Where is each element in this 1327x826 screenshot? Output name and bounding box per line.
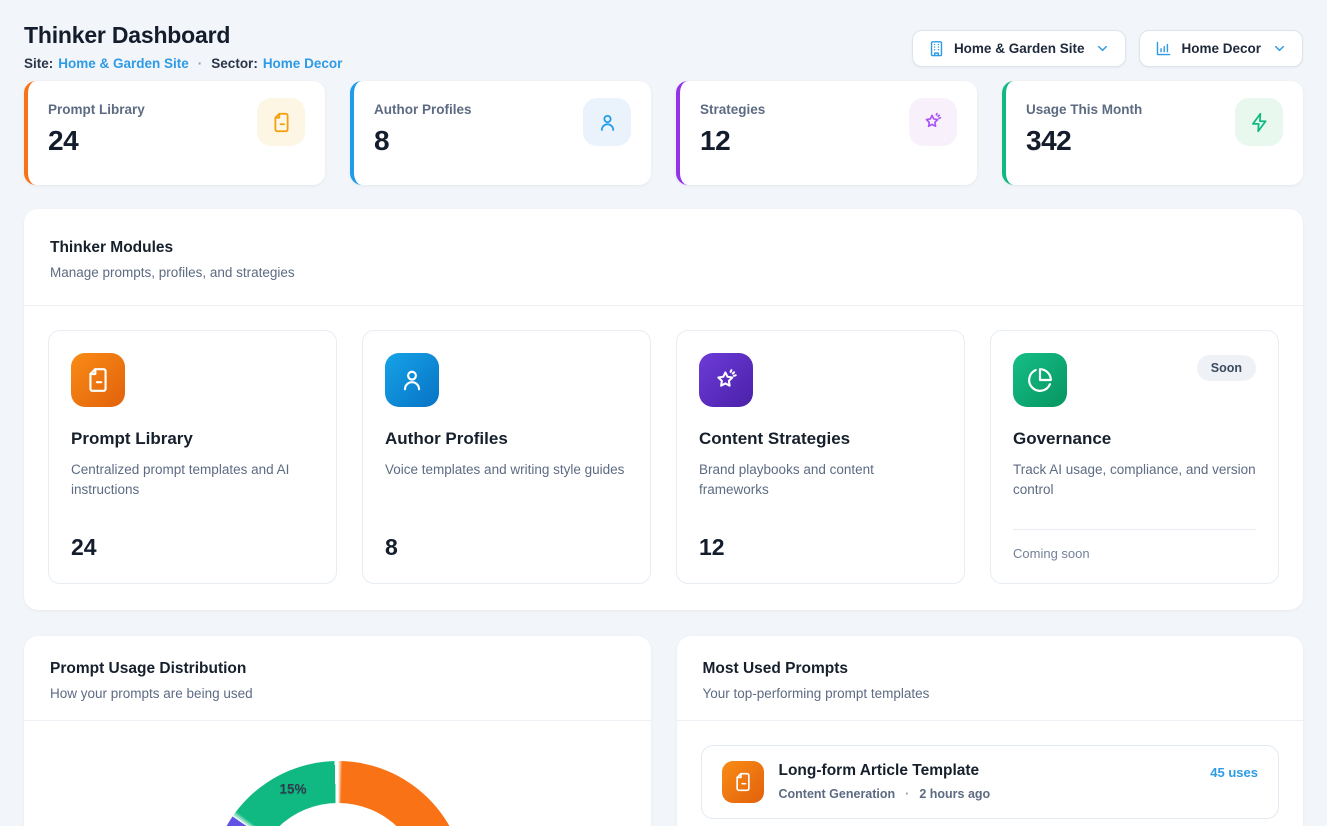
chevron-down-icon	[1095, 41, 1110, 56]
user-icon	[597, 112, 618, 133]
stat-label: Strategies	[700, 102, 765, 117]
stat-text: Prompt Library 24	[48, 98, 145, 157]
stat-icon-tile	[909, 98, 957, 146]
donut-hole	[252, 803, 424, 826]
donut-chart-area: 15%	[24, 721, 651, 826]
prompt-title: Long-form Article Template	[779, 762, 1196, 780]
breadcrumb: Site: Home & Garden Site · Sector: Home …	[24, 56, 342, 71]
soon-badge: Soon	[1197, 355, 1256, 381]
stat-label: Usage This Month	[1026, 102, 1142, 117]
file-text-icon	[85, 367, 111, 393]
module-footer: Coming soon	[1013, 529, 1256, 561]
sector-selector-dropdown[interactable]: Home Decor	[1139, 30, 1303, 67]
module-icon-tile	[71, 353, 125, 407]
header-actions: Home & Garden Site Home Decor	[912, 30, 1303, 67]
module-card-content-strategies[interactable]: Content Strategies Brand playbooks and c…	[676, 330, 965, 584]
sector-link[interactable]: Home Decor	[263, 56, 343, 71]
site-link[interactable]: Home & Garden Site	[58, 56, 189, 71]
module-description: Voice templates and writing style guides	[385, 460, 628, 480]
stats-row: Prompt Library 24 Author Profiles 8	[24, 81, 1303, 185]
panel-subtitle: How your prompts are being used	[50, 686, 625, 702]
module-description: Track AI usage, compliance, and version …	[1013, 460, 1256, 501]
page-title: Thinker Dashboard	[24, 22, 342, 49]
site-dropdown-label: Home & Garden Site	[954, 41, 1085, 56]
prompts-list: Long-form Article Template Content Gener…	[677, 721, 1304, 826]
module-description: Centralized prompt templates and AI inst…	[71, 460, 314, 501]
modules-grid: Prompt Library Centralized prompt templa…	[24, 306, 1303, 610]
prompt-icon-tile	[722, 761, 764, 803]
module-title: Content Strategies	[699, 429, 942, 449]
module-title: Prompt Library	[71, 429, 314, 449]
module-icon-tile	[385, 353, 439, 407]
dashboard-body: { "theme": { "background": "#F2F5F9", "c…	[0, 0, 1327, 826]
stat-card-usage: Usage This Month 342	[1002, 81, 1303, 185]
module-title: Author Profiles	[385, 429, 628, 449]
module-count: 12	[699, 534, 942, 561]
stat-icon-tile	[257, 98, 305, 146]
most-used-prompts-panel: Most Used Prompts Your top-performing pr…	[677, 636, 1304, 826]
chevron-down-icon	[1272, 41, 1287, 56]
site-label: Site:	[24, 56, 53, 71]
stat-text: Author Profiles 8	[374, 98, 472, 157]
modules-panel-header: Thinker Modules Manage prompts, profiles…	[24, 209, 1303, 306]
stat-card-prompt-library: Prompt Library 24	[24, 81, 325, 185]
module-description: Brand playbooks and content frameworks	[699, 460, 942, 501]
stat-value: 342	[1026, 125, 1142, 157]
page-header: Thinker Dashboard Site: Home & Garden Si…	[24, 22, 1303, 71]
stat-icon-tile	[1235, 98, 1283, 146]
stat-text: Usage This Month 342	[1026, 98, 1142, 157]
stat-card-strategies: Strategies 12	[676, 81, 977, 185]
bottom-row: Prompt Usage Distribution How your promp…	[24, 636, 1303, 826]
donut-chart[interactable]	[210, 761, 466, 826]
building-icon	[928, 40, 945, 57]
prompt-list-item[interactable]: Long-form Article Template Content Gener…	[701, 745, 1280, 819]
module-icon-tile	[699, 353, 753, 407]
stat-icon-tile	[583, 98, 631, 146]
zap-icon	[1249, 112, 1270, 133]
module-count: 24	[71, 534, 314, 561]
stat-value: 24	[48, 125, 145, 157]
module-title: Governance	[1013, 429, 1256, 449]
usage-panel-header: Prompt Usage Distribution How your promp…	[24, 636, 651, 721]
stat-card-author-profiles: Author Profiles 8	[350, 81, 651, 185]
file-text-icon	[733, 772, 753, 792]
star-sparkle-icon	[713, 367, 740, 394]
prompt-time: 2 hours ago	[919, 787, 990, 801]
stat-value: 8	[374, 125, 472, 157]
panel-subtitle: Manage prompts, profiles, and strategies	[50, 265, 1277, 281]
module-card-prompt-library[interactable]: Prompt Library Centralized prompt templa…	[48, 330, 337, 584]
module-card-author-profiles[interactable]: Author Profiles Voice templates and writ…	[362, 330, 651, 584]
donut-slice-label: 15%	[279, 782, 306, 797]
prompts-panel-header: Most Used Prompts Your top-performing pr…	[677, 636, 1304, 721]
dashboard-page: Thinker Dashboard Site: Home & Garden Si…	[0, 0, 1327, 826]
panel-title: Prompt Usage Distribution	[50, 660, 625, 678]
sector-label: Sector:	[211, 56, 258, 71]
panel-subtitle: Your top-performing prompt templates	[703, 686, 1278, 702]
module-card-governance[interactable]: Soon Governance Track AI usage, complian…	[990, 330, 1279, 584]
breadcrumb-separator: ·	[198, 56, 203, 71]
bar-chart-icon	[1155, 40, 1172, 57]
user-icon	[399, 367, 425, 393]
header-left: Thinker Dashboard Site: Home & Garden Si…	[24, 22, 342, 71]
pie-chart-icon	[1027, 367, 1053, 393]
sector-dropdown-label: Home Decor	[1181, 41, 1261, 56]
stat-label: Author Profiles	[374, 102, 472, 117]
meta-separator: ·	[905, 787, 909, 801]
file-text-icon	[271, 112, 292, 133]
stat-value: 12	[700, 125, 765, 157]
module-icon-tile	[1013, 353, 1067, 407]
module-count: 8	[385, 534, 628, 561]
stat-text: Strategies 12	[700, 98, 765, 157]
star-sparkle-icon	[922, 111, 944, 133]
site-selector-dropdown[interactable]: Home & Garden Site	[912, 30, 1127, 67]
thinker-modules-panel: Thinker Modules Manage prompts, profiles…	[24, 209, 1303, 610]
stat-label: Prompt Library	[48, 102, 145, 117]
prompt-info: Long-form Article Template Content Gener…	[779, 761, 1196, 801]
panel-title: Thinker Modules	[50, 239, 1277, 257]
prompt-meta: Content Generation · 2 hours ago	[779, 787, 1196, 801]
prompt-usage-panel: Prompt Usage Distribution How your promp…	[24, 636, 651, 826]
prompt-uses-badge: 45 uses	[1210, 765, 1258, 780]
prompt-category: Content Generation	[779, 787, 896, 801]
panel-title: Most Used Prompts	[703, 660, 1278, 678]
